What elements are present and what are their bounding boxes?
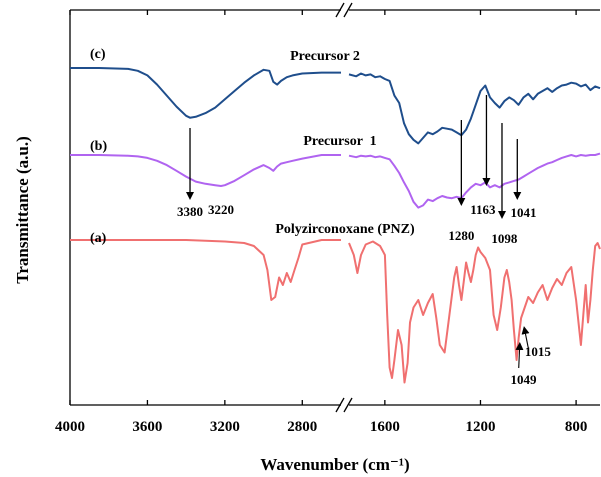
x-tick-label: 3200 (210, 419, 240, 435)
series-a-curve-left (70, 239, 341, 301)
peak-arrow-1049 (515, 342, 524, 369)
peak-label-3380: 3380 (177, 204, 203, 219)
peak-label-1098: 1098 (491, 231, 518, 246)
series-a-tag: (a) (90, 231, 107, 246)
peak-label-1015: 1015 (525, 344, 552, 359)
series-b-name: Precursor 1 (303, 134, 376, 149)
x-axis-ticks: 4000 3600 3200 2800 1600 1200 800 (55, 10, 587, 435)
peak-arrows (186, 95, 530, 369)
series-c-tag: (c) (90, 47, 106, 62)
peak-label-1041: 1041 (511, 205, 537, 220)
series-b-tag: (b) (90, 139, 107, 154)
x-tick-label: 1200 (465, 419, 495, 435)
plot-frame (69, 2, 600, 413)
peak-label-1280: 1280 (448, 228, 474, 243)
x-tick-label: 2800 (287, 419, 317, 435)
x-tick-label: 1600 (370, 419, 400, 435)
axis-break-bottom (335, 397, 353, 413)
series-c-name: Precursor 2 (290, 49, 360, 64)
chart-labels: (c) Precursor 2 (b) Precursor 1 (a) Polyzirco… (90, 47, 551, 387)
peak-label-1163: 1163 (470, 202, 496, 217)
x-tick-label: 4000 (55, 419, 85, 435)
series-a-name: Polyzirconoxane (PNZ) (275, 222, 415, 237)
series-c-curve-right (348, 72, 601, 145)
axis-break-top (335, 2, 353, 18)
x-tick-label: 3600 (132, 419, 162, 435)
x-tick-label: 800 (565, 419, 588, 435)
x-axis-title: Wavenumber (cm⁻¹) (260, 455, 409, 474)
peak-label-1049: 1049 (511, 372, 538, 387)
peak-arrow-1015 (521, 326, 530, 349)
series-b-curve-left (70, 154, 341, 187)
series-a-curve-right (348, 240, 601, 384)
series-c-curve-left (70, 67, 341, 119)
series-b-curve-right (348, 152, 601, 209)
spectrum-curves (70, 67, 601, 384)
y-axis-title: Transmittance (a.u.) (13, 136, 32, 283)
peak-label-3220: 3220 (208, 202, 234, 217)
